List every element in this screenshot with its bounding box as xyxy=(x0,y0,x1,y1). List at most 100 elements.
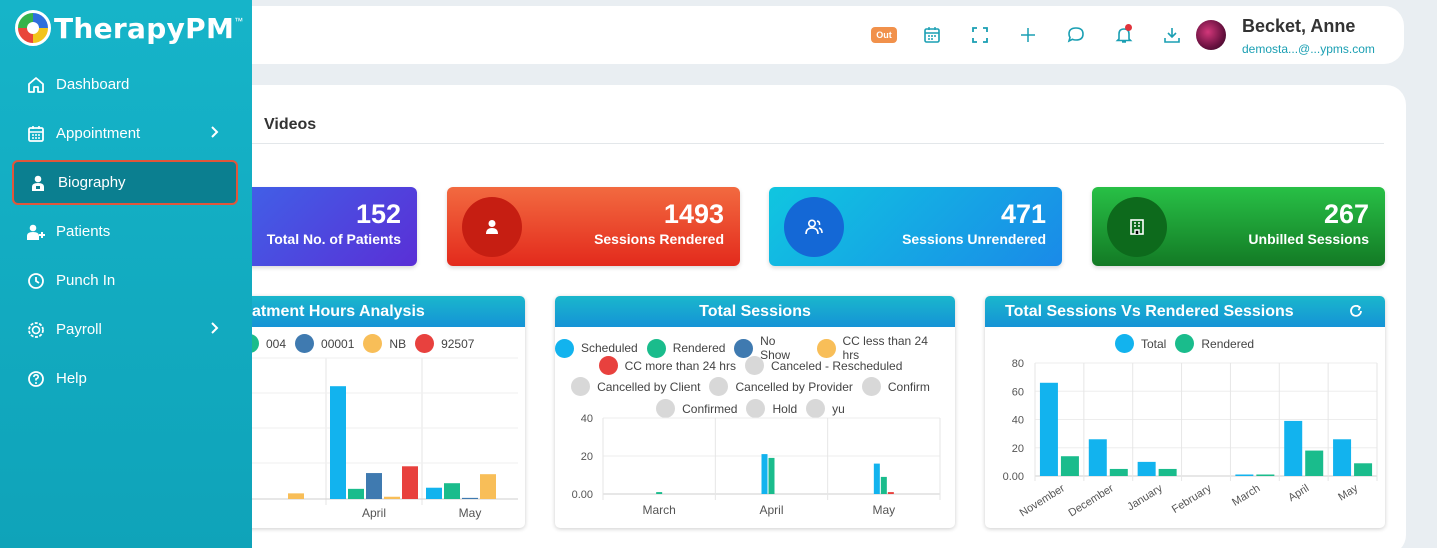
bar xyxy=(366,473,382,499)
legend-swatch xyxy=(816,338,836,358)
x-tick-label: April xyxy=(1286,482,1311,504)
stat-label: Unbilled Sessions xyxy=(1248,231,1369,247)
legend-label: Canceled - Rescheduled xyxy=(770,358,903,373)
legend-label: Confirmed xyxy=(682,401,738,416)
stat-card-sessions-rendered[interactable]: 1493 Sessions Rendered xyxy=(447,187,740,266)
stat-value: 267 xyxy=(1323,199,1369,229)
sidebar-item-label: Dashboard xyxy=(56,76,130,93)
bar xyxy=(1256,474,1275,476)
y-tick-label: 0.00 xyxy=(1003,471,1024,483)
notification-dot xyxy=(1125,24,1132,31)
x-tick-label: February xyxy=(1170,482,1214,516)
refresh-icon[interactable] xyxy=(1349,304,1363,323)
bar xyxy=(768,457,775,494)
bar xyxy=(1060,456,1079,476)
legend-label: CC more than 24 hrs xyxy=(624,358,736,373)
x-tick-label: December xyxy=(1066,482,1116,519)
legend-item[interactable]: 92507 xyxy=(415,334,474,353)
user-name[interactable]: Becket, Anne xyxy=(1242,16,1356,36)
legend-item[interactable]: Rendered xyxy=(646,338,725,358)
bar xyxy=(348,488,364,499)
stat-card-sessions-unrendered[interactable]: 471 Sessions Unrendered xyxy=(769,187,1062,266)
treatment-hours-card: atment Hours Analysis 004 00001 NB 92507… xyxy=(200,296,525,528)
legend-swatch xyxy=(555,338,574,358)
chevron-right-icon xyxy=(210,321,220,339)
bar xyxy=(761,454,768,494)
bar xyxy=(1333,439,1352,476)
sidebar-item-dashboard[interactable]: Dashboard xyxy=(12,62,238,107)
user-badge-icon xyxy=(28,173,48,193)
bar xyxy=(1284,420,1303,476)
legend-item[interactable]: yu xyxy=(806,399,845,418)
user-icon xyxy=(462,197,522,257)
fullscreen-icon[interactable] xyxy=(956,23,1004,47)
chat-icon[interactable] xyxy=(1052,23,1100,47)
sidebar-item-payroll[interactable]: Payroll xyxy=(12,307,238,352)
tab-videos[interactable]: Videos xyxy=(264,116,317,133)
total-sessions-card: Total Sessions Scheduled Rendered No Show C… xyxy=(555,296,955,528)
x-tick-label: November xyxy=(1018,482,1068,519)
sidebar-item-patients[interactable]: Patients xyxy=(12,209,238,254)
legend-item[interactable]: Canceled - Rescheduled xyxy=(744,356,903,375)
legend-item[interactable]: CC less than 24 hrs xyxy=(816,334,946,362)
legend-item[interactable]: Cancelled by Client xyxy=(571,377,700,396)
x-tick-label: April xyxy=(759,503,783,517)
avatar[interactable] xyxy=(1196,20,1226,50)
legend-swatch xyxy=(1115,334,1134,353)
bar xyxy=(384,496,400,499)
legend-item[interactable]: Scheduled xyxy=(555,338,638,358)
legend-swatch xyxy=(746,399,766,418)
legend-item[interactable]: 00001 xyxy=(295,334,354,353)
card-title: Total Sessions xyxy=(555,296,955,327)
y-tick-label: 40 xyxy=(581,413,593,425)
x-tick-label: May xyxy=(872,503,895,517)
legend-label: Rendered xyxy=(1201,336,1255,351)
app-name: TherapyPM xyxy=(54,11,235,45)
bar xyxy=(1235,474,1254,476)
sidebar-item-appointment[interactable]: Appointment xyxy=(12,111,238,156)
bar xyxy=(444,483,460,499)
legend-item[interactable]: Hold xyxy=(746,399,797,418)
legend-item[interactable]: Cancelled by Provider xyxy=(709,377,853,396)
legend-item[interactable]: No Show xyxy=(734,334,807,362)
sessions-vs-rendered-card: Total Sessions Vs Rendered Sessions Tota… xyxy=(985,296,1385,528)
bell-icon[interactable] xyxy=(1100,23,1148,47)
calendar-icon[interactable] xyxy=(908,23,956,47)
sidebar-item-help[interactable]: Help xyxy=(12,356,238,401)
y-tick-label: 60 xyxy=(1012,386,1024,398)
x-tick-label: May xyxy=(1336,482,1360,503)
top-actions: Out xyxy=(860,23,1196,47)
legend-item[interactable]: Confirmed xyxy=(656,399,737,418)
help-icon xyxy=(26,369,46,389)
sidebar-item-punch-in[interactable]: Punch In xyxy=(12,258,238,303)
bar xyxy=(1039,382,1058,476)
logo-icon xyxy=(15,10,51,46)
sidebar-item-label: Biography xyxy=(58,174,126,191)
stat-card-unbilled-sessions[interactable]: 267 Unbilled Sessions xyxy=(1092,187,1385,266)
stat-label: Sessions Rendered xyxy=(594,231,724,247)
legend-item[interactable]: Rendered xyxy=(1175,334,1254,353)
legend-item[interactable]: CC more than 24 hrs xyxy=(598,356,736,375)
legend-item[interactable]: Total xyxy=(1115,334,1166,353)
chart-legend: Total Rendered xyxy=(1115,334,1263,353)
x-tick-label: January xyxy=(1125,482,1165,513)
sidebar-item-biography[interactable]: Biography xyxy=(12,160,238,205)
app-logo[interactable]: TherapyPM ™ xyxy=(15,10,243,46)
y-tick-label: 80 xyxy=(1012,358,1024,370)
legend-row: Confirmed Hold yu xyxy=(555,399,955,418)
bar xyxy=(1158,468,1177,476)
punch-out-badge[interactable]: Out xyxy=(860,23,908,47)
building-icon xyxy=(1107,197,1167,257)
stat-value: 152 xyxy=(355,199,401,229)
stat-card-total-patients[interactable]: 152 Total No. of Patients xyxy=(230,187,417,266)
y-tick-label: 20 xyxy=(1012,443,1024,455)
download-icon[interactable] xyxy=(1148,23,1196,47)
legend-label: Hold xyxy=(772,401,798,416)
legend-label: Total xyxy=(1141,336,1167,351)
legend-item[interactable]: NB xyxy=(363,334,406,353)
bar xyxy=(330,386,346,499)
plus-icon[interactable] xyxy=(1004,23,1052,47)
card-title-text: Total Sessions Vs Rendered Sessions xyxy=(1005,302,1294,320)
legend-item[interactable]: Confirm xyxy=(861,377,930,396)
stat-value: 471 xyxy=(1000,199,1046,229)
